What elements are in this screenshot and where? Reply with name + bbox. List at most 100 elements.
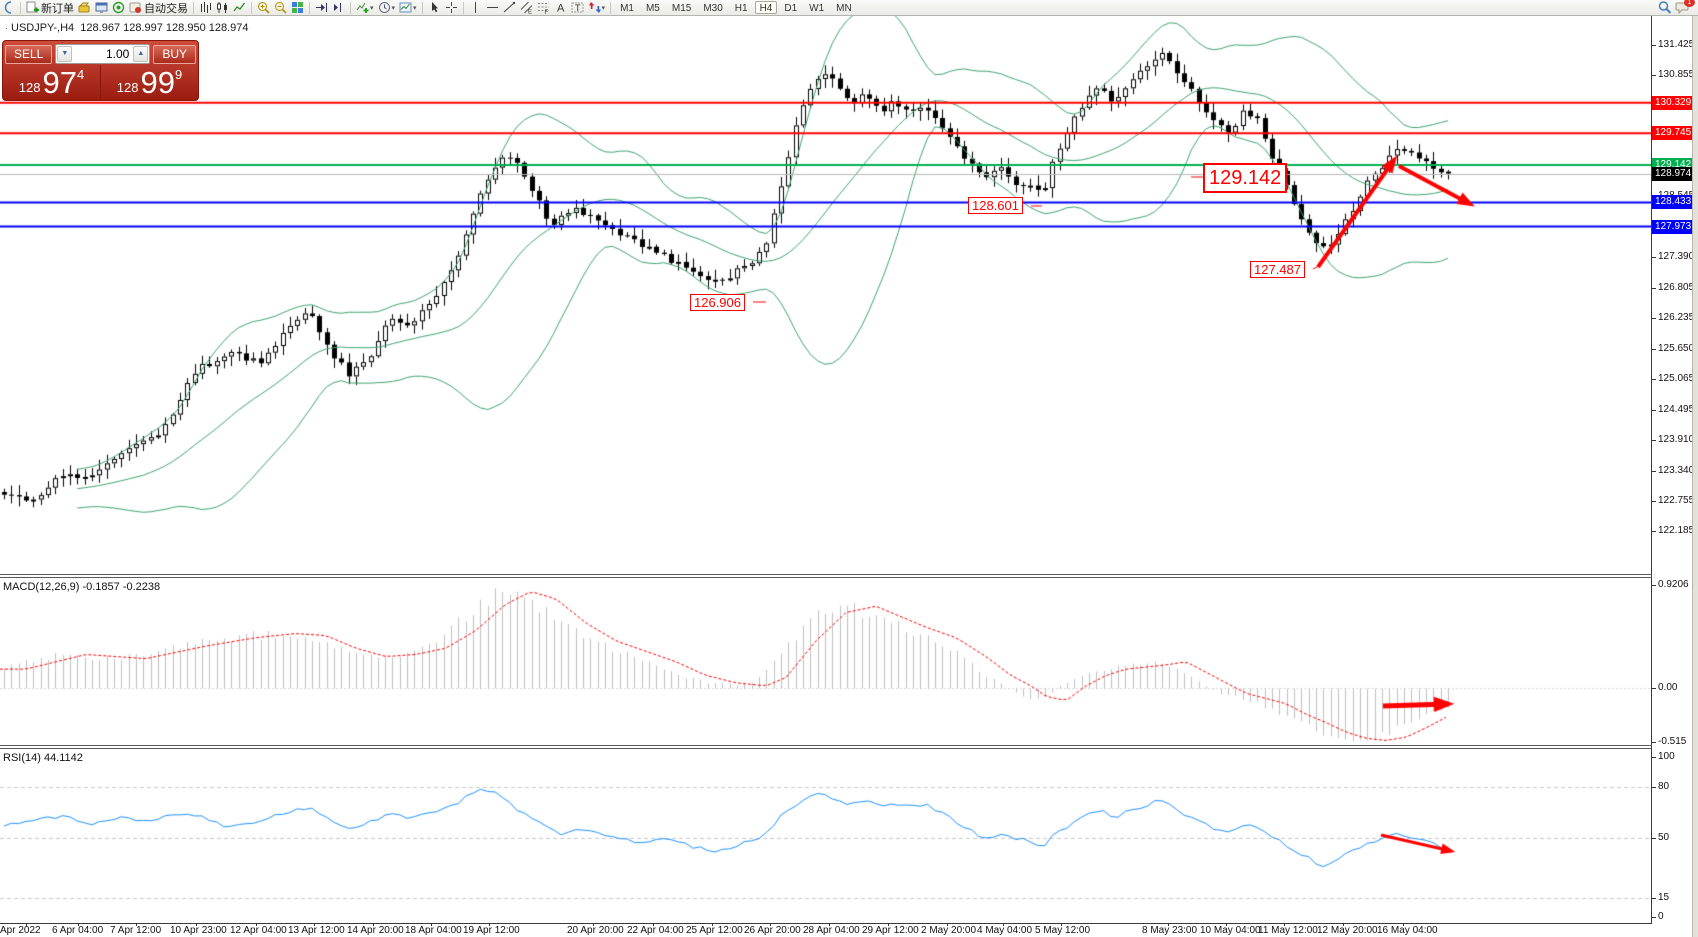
- chevron-down-icon[interactable]: ▾: [413, 4, 417, 12]
- rsi-pane-canvas[interactable]: [0, 748, 1652, 923]
- pane-separator[interactable]: [0, 748, 1652, 749]
- macd-tick-label: 0.9206: [1658, 579, 1689, 590]
- price-label-129142[interactable]: 129.142: [1203, 163, 1288, 193]
- time-tick-mark: [653, 923, 654, 926]
- price-chart-canvas[interactable]: [0, 16, 1652, 575]
- chart-marker-icon: ·: [5, 23, 8, 33]
- toolbar-separator: [251, 1, 252, 14]
- volume-decrease-button[interactable]: ▼: [57, 46, 73, 62]
- zoom-in-button[interactable]: [256, 1, 271, 15]
- cursor-button[interactable]: [427, 1, 442, 15]
- price-axis: 131.425130.855130.285129.715128.545127.3…: [1652, 0, 1698, 937]
- arrows-button[interactable]: ▾: [587, 1, 607, 15]
- chevron-down-icon[interactable]: ▾: [391, 4, 396, 12]
- price-badge-127-973: 127.973: [1652, 220, 1697, 234]
- sell-price[interactable]: 128 97 4: [3, 65, 100, 100]
- time-tick-label: 14 Apr 20:00: [347, 925, 404, 936]
- axis-tick-mark: [1652, 75, 1656, 76]
- trade-panel-prices: 128 97 4 128 99 9: [3, 65, 198, 100]
- timeframe-h4-button[interactable]: H4: [754, 1, 778, 14]
- tile-windows-button[interactable]: [290, 1, 305, 15]
- pane-separator[interactable]: [0, 577, 1652, 578]
- toolbar-separator: [610, 1, 612, 14]
- axis-tick-mark: [1652, 688, 1656, 689]
- notifications-button[interactable]: 1: [1674, 0, 1695, 15]
- right-edge-strip: [1692, 16, 1698, 937]
- auto-trading-button[interactable]: 自动交易: [128, 1, 189, 15]
- chevron-down-icon[interactable]: ▾: [601, 4, 606, 12]
- timeframe-mn-button[interactable]: MN: [831, 1, 857, 14]
- time-tick-label: 25 Apr 12:00: [686, 925, 743, 936]
- window-partial-icon: [2, 1, 15, 14]
- axis-tick-mark: [1652, 440, 1656, 441]
- periods-button[interactable]: ▾: [377, 1, 397, 15]
- trade-panel-top-row: SELL ▼ ▲ BUY: [3, 41, 198, 65]
- time-tick-label: 12 May 20:00: [1317, 925, 1378, 936]
- auto-trading-button-label: 自动交易: [144, 2, 188, 15]
- chart-shift-button[interactable]: [331, 1, 346, 15]
- line-chart-button[interactable]: [232, 1, 247, 15]
- timeframe-m1-button[interactable]: M1: [615, 1, 639, 14]
- trend-line-button[interactable]: [502, 1, 517, 15]
- pane-separator[interactable]: [0, 745, 1652, 746]
- time-tick-mark: [1284, 923, 1285, 926]
- time-tick-label: 2 May 20:00: [921, 925, 977, 936]
- fibonacci-button[interactable]: F: [536, 1, 551, 15]
- timeframe-m30-button[interactable]: M30: [698, 1, 727, 14]
- sell-button[interactable]: SELL: [5, 44, 53, 64]
- timeframe-w1-button[interactable]: W1: [804, 1, 829, 14]
- rsi-tick-label: 0: [1658, 911, 1664, 922]
- vertical-line-button[interactable]: [468, 1, 483, 15]
- axis-tick-mark: [1652, 917, 1656, 918]
- axis-tick-mark: [1652, 585, 1656, 586]
- chevron-down-icon[interactable]: ▾: [370, 4, 374, 12]
- text-button[interactable]: A: [553, 1, 568, 15]
- pane-separator[interactable]: [0, 574, 1652, 575]
- app-icon-partial[interactable]: [1, 1, 16, 15]
- price-label-128601[interactable]: 128.601: [968, 197, 1023, 214]
- search-button[interactable]: [1657, 1, 1672, 15]
- candlestick-chart-button[interactable]: [215, 1, 230, 15]
- market-watch-button[interactable]: [77, 1, 92, 15]
- macd-indicator-label: MACD(12,26,9) -0.1857 -0.2238: [3, 581, 161, 593]
- axis-tick-mark: [1652, 410, 1656, 411]
- timeframe-m15-button[interactable]: M15: [667, 1, 696, 14]
- time-tick-mark: [593, 923, 594, 926]
- signals-button[interactable]: [111, 1, 126, 15]
- time-tick-mark: [489, 923, 490, 926]
- one-click-trading-panel: SELL ▼ ▲ BUY 128 97 4 128 99 9: [2, 40, 199, 101]
- buy-price[interactable]: 128 99 9: [101, 65, 198, 100]
- volume-input[interactable]: [73, 47, 133, 61]
- indicators-button[interactable]: ▾: [355, 1, 375, 15]
- market-watch-icon: [78, 1, 91, 14]
- macd-pane-canvas[interactable]: [0, 577, 1652, 745]
- time-axis: Apr 2022 6 Apr 04:00 7 Apr 12:00 10 Apr 23:…: [0, 923, 1652, 937]
- timeframe-d1-button[interactable]: D1: [779, 1, 802, 14]
- crosshair-button[interactable]: [444, 1, 459, 15]
- data-window-button[interactable]: [94, 1, 109, 15]
- macd-tick-label: -0.515: [1658, 736, 1687, 747]
- volume-increase-button[interactable]: ▲: [133, 46, 149, 62]
- price-label-127487[interactable]: 127.487: [1250, 261, 1305, 278]
- timeframe-h1-button[interactable]: H1: [730, 1, 753, 14]
- time-tick-mark: [26, 923, 27, 926]
- equidistant-channel-button[interactable]: E: [519, 1, 534, 15]
- bar-chart-button[interactable]: [198, 1, 213, 15]
- macd-tick-label: 0.00: [1658, 682, 1678, 693]
- axis-tick-mark: [1652, 349, 1656, 350]
- templates-button[interactable]: ▾: [398, 1, 418, 15]
- chart-shift-icon: [332, 1, 345, 14]
- new-order-button[interactable]: 新订单: [25, 1, 75, 15]
- price-label-126906[interactable]: 126.906: [690, 294, 745, 311]
- buy-button[interactable]: BUY: [153, 44, 196, 64]
- zoom-out-button[interactable]: [273, 1, 288, 15]
- time-tick-mark: [888, 923, 889, 926]
- auto-scroll-button[interactable]: [314, 1, 329, 15]
- horizontal-line-button[interactable]: [485, 1, 500, 15]
- timeframe-m5-button[interactable]: M5: [641, 1, 665, 14]
- svg-text:F: F: [544, 10, 548, 14]
- text-label-button[interactable]: T: [570, 1, 585, 15]
- volume-stepper: ▼ ▲: [55, 44, 151, 64]
- axis-tick-mark: [1652, 288, 1656, 289]
- axis-tick-mark: [1652, 531, 1656, 532]
